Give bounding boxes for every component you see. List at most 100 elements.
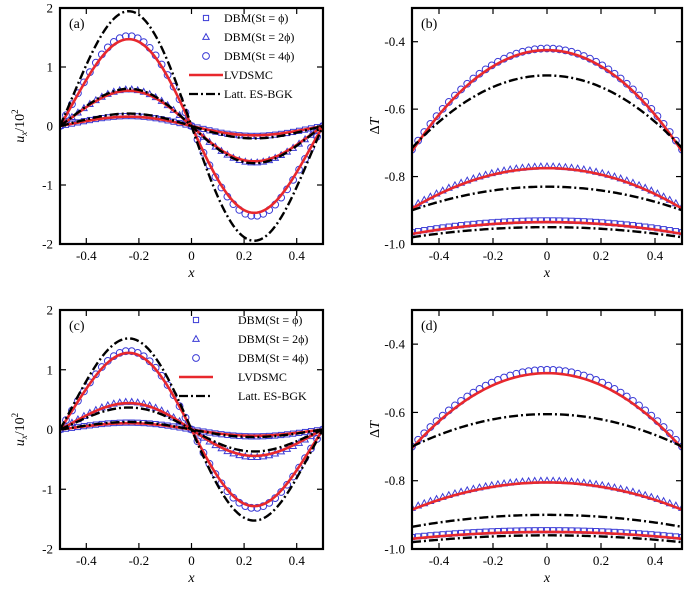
y-axis-label: ux/102 (10, 413, 29, 446)
y-tick-label: -2 (42, 542, 53, 557)
y-tick-label: 2 (47, 1, 54, 16)
series-es-bgk-line (412, 513, 682, 528)
marker-circle (536, 44, 545, 53)
y-axis-label: ΔT (368, 116, 383, 134)
y-axis-label: ux/102 (10, 109, 29, 142)
marker-circle (121, 347, 130, 356)
marker-circle (193, 437, 202, 446)
axes-frame (410, 6, 684, 246)
x-tick-label: -0.2 (129, 553, 150, 568)
legend-label: Latt. ES-BGK (224, 87, 293, 101)
legend-marker-square (192, 316, 200, 324)
legend-label: DBM(St = ϕ) (238, 313, 302, 327)
marker-triangle (677, 503, 682, 511)
marker-circle (80, 387, 88, 396)
x-tick-label: -0.4 (429, 553, 450, 568)
x-tick-label: -0.2 (129, 248, 150, 263)
y-tick-label: -2 (42, 237, 53, 252)
series-lvdsmc-line (412, 371, 682, 450)
panel-c: -0.4 -0.2 0 0.2 0.4 -2 -1 0 1 2 x ux/102 (c) DBM(St =… (10, 303, 325, 586)
x-tick-label: 0 (188, 248, 195, 263)
series-lvdsmc-line (412, 166, 682, 210)
x-axis-label: x (543, 571, 551, 586)
marker-circle (307, 444, 315, 453)
x-tick-label: 0.4 (647, 248, 664, 263)
x-tick-label: 0 (188, 553, 195, 568)
series-es-bgk-line (412, 185, 682, 212)
y-tick-label: 1 (47, 362, 54, 377)
y-tick-label: -0.4 (384, 337, 405, 352)
series-es-bgk-line (60, 10, 323, 242)
marker-circle (549, 44, 558, 53)
y-tick-label: -0.6 (384, 405, 405, 420)
x-tick-label: 0 (544, 553, 551, 568)
x-tick-label: -0.4 (429, 248, 450, 263)
legend-marker-square (202, 14, 210, 22)
x-tick-label: 0.2 (236, 248, 252, 263)
legend-marker-circle (202, 52, 210, 60)
marker-square (412, 533, 416, 541)
plot-area (60, 10, 323, 242)
x-tick-label: 0.4 (647, 553, 664, 568)
panel-b: -0.4 -0.2 0 0.2 0.4 -1.0 -0.8 -0.6 -0.4 x ΔT (b) (368, 6, 684, 281)
legend-label: LVDSMC (224, 68, 273, 82)
legend-marker-triangle (201, 32, 211, 40)
panel-label: (d) (421, 319, 438, 334)
marker-circle (247, 503, 256, 512)
legend-label: DBM(St = 4ϕ) (238, 351, 308, 365)
x-tick-label: -0.4 (76, 248, 97, 263)
series-lvdsmc-line (412, 48, 682, 153)
series-es-bgk-line (60, 112, 323, 140)
x-axis-label: x (187, 571, 195, 586)
panel-label: (b) (421, 17, 438, 32)
legend-label: DBM(St = 2ϕ) (224, 30, 294, 44)
panel-d: -0.4 -0.2 0 0.2 0.4 -1.0 -0.8 -0.6 -0.4 x ΔT (d) (368, 308, 684, 586)
marker-circle (543, 44, 551, 53)
y-tick-label: -1 (42, 482, 53, 497)
series-lvdsmc-line (412, 481, 682, 511)
y-tick-label: -0.8 (384, 473, 405, 488)
x-tick-label: 0.2 (593, 553, 609, 568)
series-es-bgk-line (412, 225, 682, 239)
y-tick-label: -1.0 (384, 542, 405, 557)
legend-label: DBM(St = 4ϕ) (224, 49, 294, 63)
legend-label: LVDSMC (238, 370, 287, 384)
x-tick-label: 0 (544, 248, 551, 263)
series-es-bgk-line (60, 406, 323, 453)
x-tick-label: -0.2 (483, 248, 504, 263)
y-tick-label: -1.0 (384, 237, 405, 252)
y-tick-label: -0.8 (384, 169, 405, 184)
marker-square (678, 533, 682, 541)
legend-marker-triangle (191, 334, 201, 342)
y-tick-label: -0.4 (384, 34, 405, 49)
marker-circle (62, 416, 70, 425)
y-tick-label: 0 (47, 422, 54, 437)
series-es-bgk-line (412, 412, 682, 448)
series-es-bgk-line (412, 74, 682, 149)
marker-circle (181, 413, 190, 422)
series-lvdsmc-line (412, 220, 682, 236)
y-tick-label: 2 (47, 303, 54, 318)
x-tick-label: -0.2 (483, 553, 504, 568)
x-tick-label: -0.4 (76, 553, 97, 568)
series-es-bgk-line (412, 534, 682, 544)
series-lvdsmc-line (412, 530, 682, 541)
axes-frame (410, 308, 684, 551)
marker-triangle (412, 503, 417, 511)
legend-label: DBM(St = 2ϕ) (238, 332, 308, 346)
x-tick-label: 0.4 (289, 248, 306, 263)
y-tick-label: -0.6 (384, 102, 405, 117)
panel-label: (a) (69, 17, 85, 32)
legend-marker-circle (192, 354, 200, 362)
marker-circle (62, 111, 70, 120)
y-tick-label: -1 (42, 178, 53, 193)
plot-area (412, 44, 682, 239)
plot-area (412, 365, 682, 544)
x-tick-label: 0.2 (593, 248, 609, 263)
legend: DBM(St = ϕ) DBM(St = 2ϕ) DBM(St = 4ϕ) LVDSM… (189, 11, 294, 101)
x-axis-label: x (543, 266, 551, 281)
x-tick-label: 0.4 (289, 553, 306, 568)
y-tick-label: 1 (47, 60, 54, 75)
y-tick-label: 0 (47, 119, 54, 134)
